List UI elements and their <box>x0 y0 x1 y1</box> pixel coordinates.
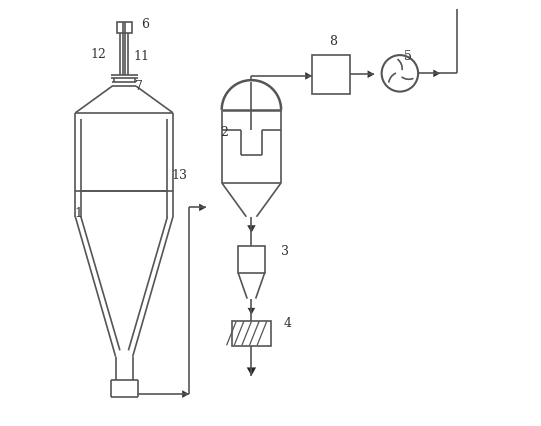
Bar <box>312 55 350 95</box>
Polygon shape <box>247 226 256 233</box>
Text: 6: 6 <box>141 18 149 31</box>
Polygon shape <box>248 308 255 315</box>
Bar <box>116 23 132 35</box>
Text: 1: 1 <box>75 207 83 219</box>
Text: 12: 12 <box>91 48 107 61</box>
Text: 13: 13 <box>171 168 187 181</box>
Text: 5: 5 <box>405 50 412 63</box>
Polygon shape <box>247 368 256 376</box>
Polygon shape <box>305 73 312 81</box>
Polygon shape <box>182 390 189 398</box>
Bar <box>232 321 270 346</box>
Polygon shape <box>367 71 374 79</box>
Text: 8: 8 <box>329 35 337 48</box>
Text: 7: 7 <box>135 80 143 92</box>
Bar <box>238 246 265 273</box>
Polygon shape <box>433 70 440 78</box>
Text: 3: 3 <box>281 245 289 258</box>
Text: 11: 11 <box>133 50 149 63</box>
Polygon shape <box>199 204 206 212</box>
Text: 2: 2 <box>220 126 228 139</box>
Text: 4: 4 <box>283 317 292 330</box>
